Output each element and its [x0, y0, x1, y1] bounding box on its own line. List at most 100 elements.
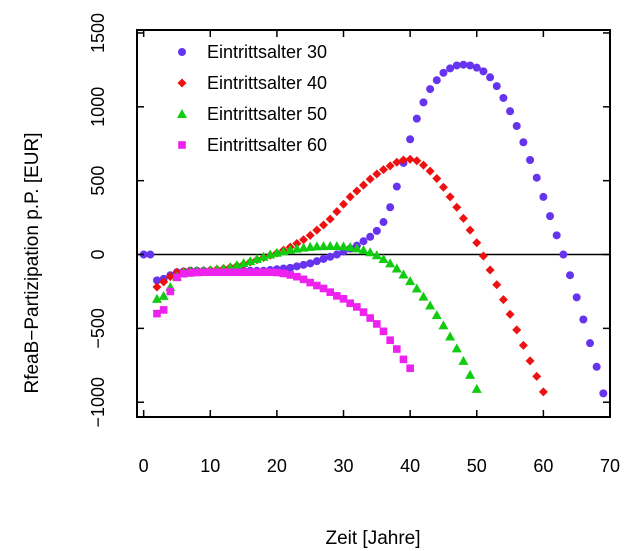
- data-point: [266, 268, 274, 276]
- data-point: [300, 261, 308, 269]
- legend-marker: [178, 79, 187, 88]
- data-point: [220, 268, 228, 276]
- x-tick-label: 50: [467, 456, 487, 476]
- data-point: [506, 310, 515, 319]
- data-point: [206, 268, 214, 276]
- data-point: [400, 356, 408, 364]
- data-point: [486, 73, 494, 81]
- legend-entry: Eintrittsalter 40: [178, 73, 328, 93]
- data-point: [419, 98, 427, 106]
- data-point: [533, 174, 541, 182]
- data-point: [432, 310, 442, 319]
- data-point: [332, 207, 341, 216]
- y-axis-ticks: −1000 −500 0 500 1000 1500: [88, 13, 610, 428]
- data-point: [519, 138, 527, 146]
- data-point: [539, 193, 547, 201]
- data-point: [445, 331, 455, 340]
- legend-marker: [177, 109, 187, 118]
- data-point: [346, 192, 355, 201]
- data-point: [418, 292, 428, 301]
- x-tick-label: 30: [334, 456, 354, 476]
- data-point: [432, 174, 441, 183]
- legend-label: Eintrittsalter 50: [207, 104, 327, 124]
- data-point: [366, 233, 374, 241]
- data-point: [260, 268, 268, 276]
- data-point: [273, 269, 281, 277]
- data-point: [506, 107, 514, 115]
- data-point: [373, 320, 381, 328]
- data-point: [152, 283, 161, 292]
- data-point: [519, 341, 528, 350]
- data-point: [173, 274, 181, 282]
- data-point: [466, 226, 475, 235]
- data-point: [180, 270, 188, 278]
- data-point: [413, 115, 421, 123]
- data-point: [153, 310, 161, 318]
- data-point: [446, 192, 455, 201]
- legend-label: Eintrittsalter 30: [207, 42, 327, 62]
- legend-entry: Eintrittsalter 30: [178, 42, 327, 62]
- data-point: [186, 269, 194, 277]
- data-point: [373, 227, 381, 235]
- data-point: [526, 356, 535, 365]
- data-point: [146, 251, 154, 259]
- x-tick-label: 60: [533, 456, 553, 476]
- data-point: [393, 183, 401, 191]
- legend-marker: [178, 141, 186, 149]
- data-point: [493, 82, 501, 90]
- data-point: [546, 212, 554, 220]
- x-tick-label: 20: [267, 456, 287, 476]
- legend-marker: [178, 48, 186, 56]
- legend-label: Eintrittsalter 60: [207, 135, 327, 155]
- y-tick-label: 0: [88, 250, 108, 260]
- data-point: [353, 303, 361, 311]
- data-point: [472, 238, 481, 247]
- y-tick-label: −500: [88, 308, 108, 349]
- data-point: [306, 279, 314, 287]
- data-point: [573, 293, 581, 301]
- data-point: [306, 231, 315, 240]
- data-point: [539, 387, 548, 396]
- x-tick-label: 70: [600, 456, 620, 476]
- data-point: [513, 122, 521, 130]
- data-point: [566, 271, 574, 279]
- data-point: [412, 156, 421, 165]
- data-point: [372, 170, 381, 179]
- data-point: [360, 237, 368, 245]
- data-point: [458, 356, 468, 365]
- data-point: [419, 161, 428, 170]
- data-point: [300, 276, 308, 284]
- data-point: [233, 268, 241, 276]
- data-point: [386, 336, 394, 344]
- data-point: [465, 370, 475, 379]
- data-point: [472, 384, 482, 393]
- data-point: [366, 314, 374, 322]
- data-point: [293, 273, 301, 281]
- data-point: [452, 203, 461, 212]
- data-point: [380, 328, 388, 336]
- x-tick-label: 40: [400, 456, 420, 476]
- data-point: [167, 288, 175, 296]
- data-point: [406, 364, 414, 372]
- data-point: [553, 231, 561, 239]
- data-point: [492, 280, 501, 289]
- legend-label: Eintrittsalter 40: [207, 73, 327, 93]
- data-point: [479, 251, 488, 260]
- data-point: [586, 339, 594, 347]
- data-point: [320, 285, 328, 293]
- data-point: [579, 316, 587, 324]
- data-point: [213, 268, 221, 276]
- data-point: [526, 156, 534, 164]
- data-point: [433, 76, 441, 84]
- data-point: [240, 268, 248, 276]
- data-point: [313, 282, 321, 290]
- data-point: [438, 320, 448, 329]
- data-point: [425, 300, 435, 309]
- data-point: [280, 270, 288, 278]
- y-tick-label: 500: [88, 166, 108, 196]
- data-point: [479, 67, 487, 75]
- data-point: [406, 135, 414, 143]
- data-point: [359, 181, 368, 190]
- data-point: [340, 295, 348, 303]
- data-point: [246, 268, 254, 276]
